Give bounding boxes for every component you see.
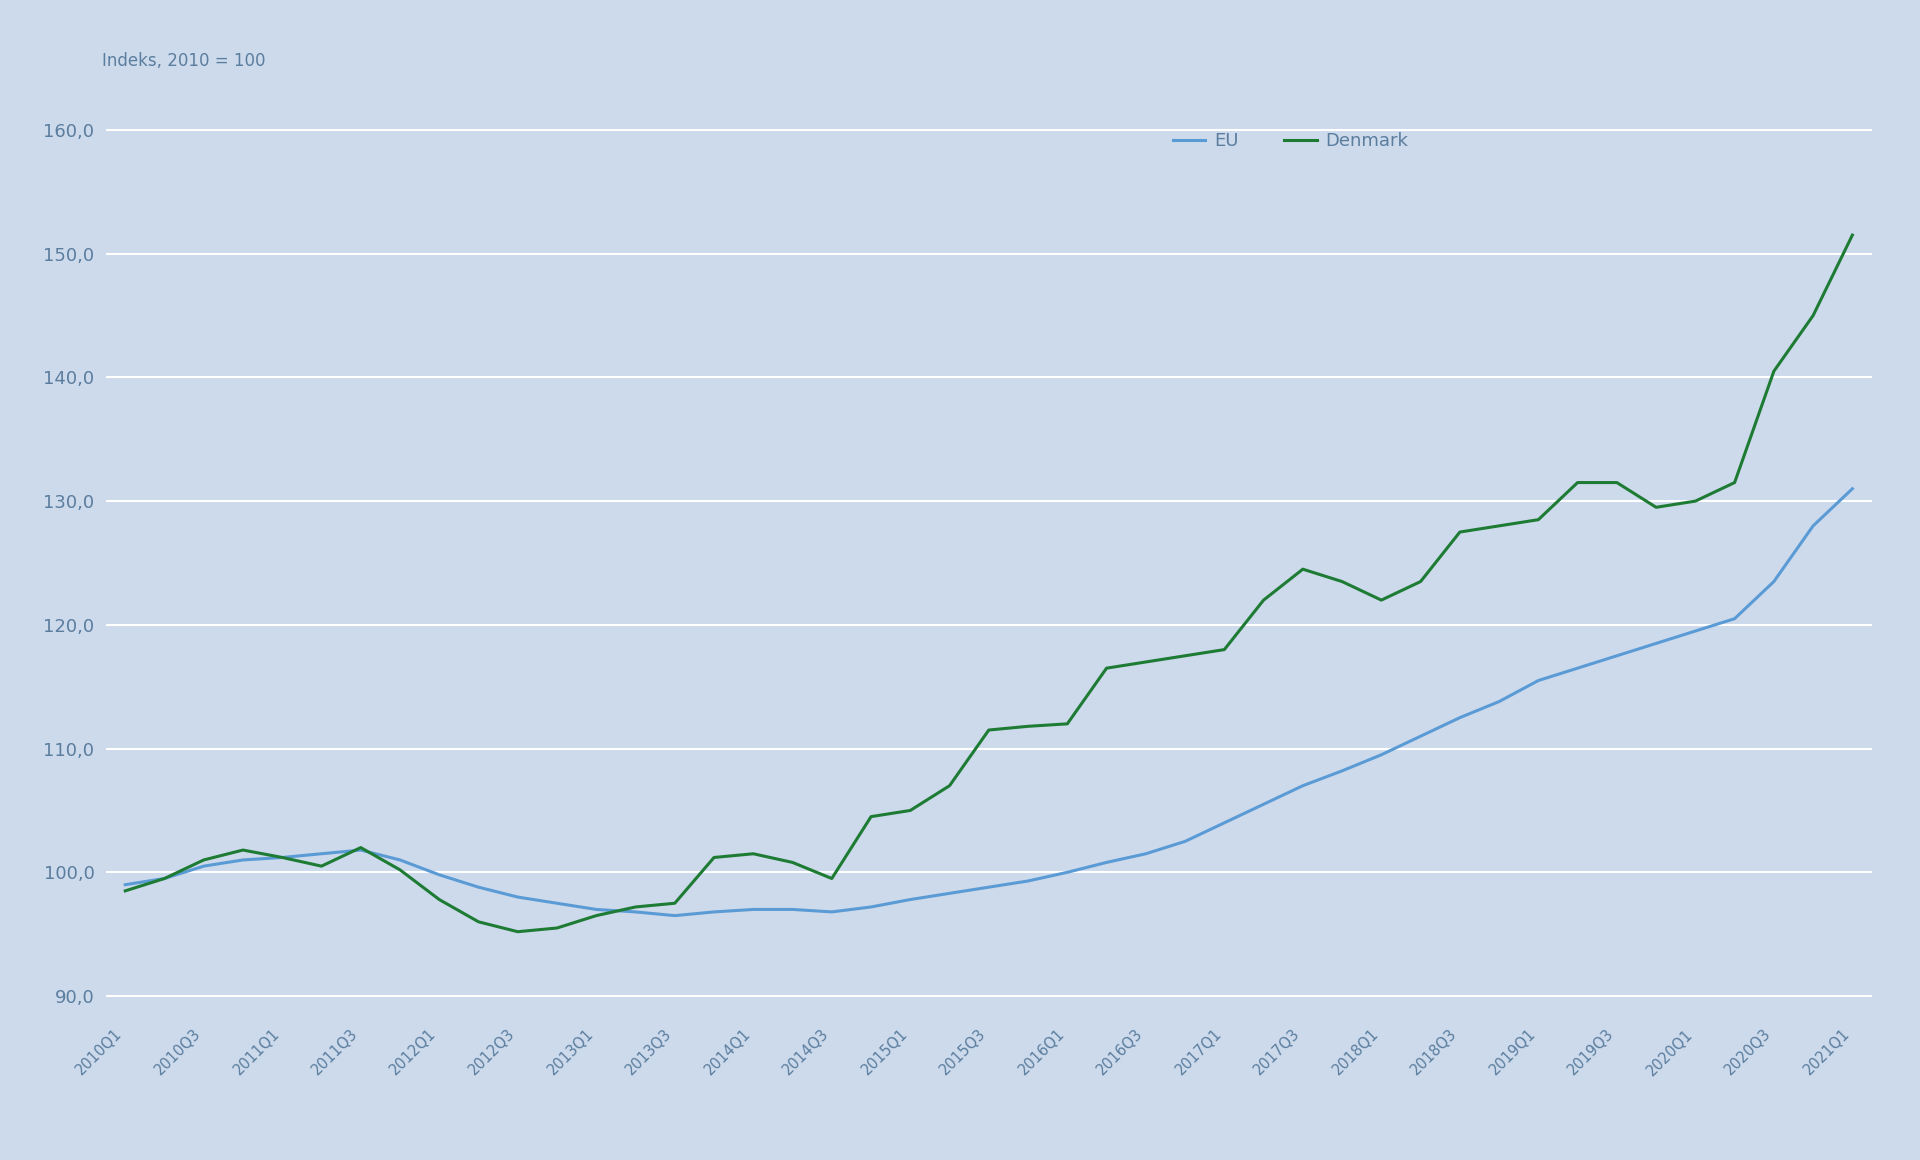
EU — [388, 853, 411, 867]
Denmark — [977, 723, 1000, 737]
Denmark — [703, 850, 726, 864]
EU — [309, 847, 332, 861]
Line: Denmark: Denmark — [125, 235, 1853, 931]
EU — [662, 908, 685, 922]
EU — [899, 892, 922, 906]
EU — [428, 868, 451, 882]
Denmark — [662, 897, 685, 911]
Legend: EU, Denmark: EU, Denmark — [1165, 125, 1415, 158]
EU — [192, 860, 215, 873]
EU — [820, 905, 843, 919]
Denmark — [1016, 719, 1039, 733]
EU — [349, 843, 372, 857]
EU — [741, 902, 764, 916]
Denmark — [1605, 476, 1628, 490]
Line: EU: EU — [125, 488, 1853, 915]
Denmark — [467, 915, 490, 929]
EU — [232, 853, 255, 867]
EU — [781, 902, 804, 916]
Denmark — [232, 843, 255, 857]
EU — [977, 880, 1000, 894]
Denmark — [1488, 519, 1511, 532]
Denmark — [939, 778, 962, 792]
Denmark — [624, 900, 647, 914]
Denmark — [1841, 229, 1864, 242]
Denmark — [349, 841, 372, 855]
Denmark — [860, 810, 883, 824]
EU — [1763, 574, 1786, 588]
Denmark — [1252, 593, 1275, 607]
Denmark — [586, 908, 609, 922]
Denmark — [1094, 661, 1117, 675]
Denmark — [545, 921, 568, 935]
EU — [586, 902, 609, 916]
Denmark — [899, 804, 922, 818]
Denmark — [192, 853, 215, 867]
EU — [1213, 815, 1236, 829]
EU — [1292, 778, 1315, 792]
EU — [113, 878, 136, 892]
Denmark — [820, 871, 843, 885]
EU — [1016, 873, 1039, 887]
Denmark — [1056, 717, 1079, 731]
EU — [1801, 519, 1824, 532]
EU — [271, 850, 294, 864]
Denmark — [1292, 563, 1315, 577]
Denmark — [1369, 593, 1392, 607]
Denmark — [741, 847, 764, 861]
EU — [1331, 764, 1354, 778]
EU — [1448, 711, 1471, 725]
EU — [1645, 637, 1668, 651]
EU — [939, 886, 962, 900]
EU — [1684, 624, 1707, 638]
EU — [154, 871, 177, 885]
EU — [860, 900, 883, 914]
EU — [545, 897, 568, 911]
EU — [1135, 847, 1158, 861]
EU — [1488, 695, 1511, 709]
EU — [1409, 730, 1432, 744]
EU — [1252, 797, 1275, 811]
EU — [703, 905, 726, 919]
Denmark — [1331, 574, 1354, 588]
Denmark — [388, 863, 411, 877]
Denmark — [1448, 525, 1471, 539]
EU — [1369, 748, 1392, 762]
Denmark — [271, 850, 294, 864]
EU — [1567, 661, 1590, 675]
Denmark — [1722, 476, 1745, 490]
Denmark — [1526, 513, 1549, 527]
EU — [1094, 855, 1117, 869]
EU — [467, 880, 490, 894]
Denmark — [1409, 574, 1432, 588]
EU — [624, 905, 647, 919]
EU — [1526, 674, 1549, 688]
Denmark — [309, 860, 332, 873]
Denmark — [428, 892, 451, 906]
Denmark — [1567, 476, 1590, 490]
Denmark — [1645, 500, 1668, 514]
Denmark — [1173, 648, 1196, 662]
Denmark — [507, 925, 530, 938]
Denmark — [1684, 494, 1707, 508]
Denmark — [781, 855, 804, 869]
EU — [1173, 834, 1196, 848]
EU — [1722, 611, 1745, 625]
Denmark — [154, 871, 177, 885]
EU — [1056, 865, 1079, 879]
Text: Indeks, 2010 = 100: Indeks, 2010 = 100 — [102, 51, 265, 70]
Denmark — [1213, 643, 1236, 657]
Denmark — [113, 884, 136, 898]
EU — [507, 890, 530, 904]
EU — [1841, 481, 1864, 495]
Denmark — [1763, 364, 1786, 378]
Denmark — [1135, 655, 1158, 669]
EU — [1605, 648, 1628, 662]
Denmark — [1801, 309, 1824, 322]
